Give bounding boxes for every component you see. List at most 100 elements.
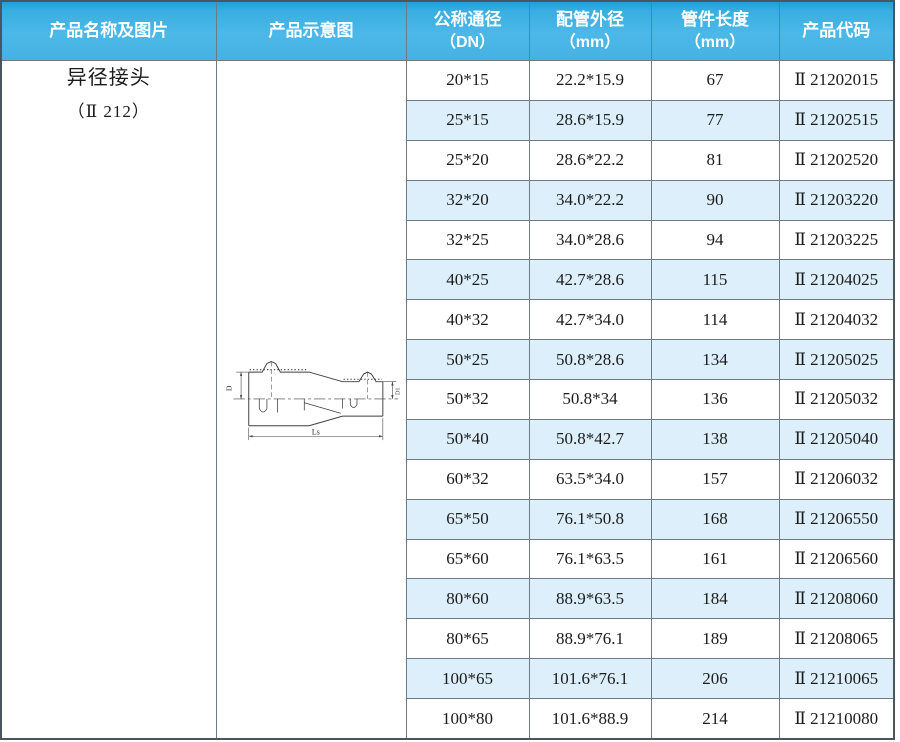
col-title: 产品名称及图片 (49, 20, 169, 40)
spec-row: 60*32 63.5*34.0 157 Ⅱ 21206032 (1, 458, 895, 500)
pipe-outer-diameter-cell: 28.6*15.9 (528, 99, 652, 141)
fitting-length-cell: 189 (650, 618, 780, 660)
spec-rows: 异径接头 （Ⅱ 212） (0, 60, 895, 740)
nominal-diameter-cell: 80*65 (405, 618, 530, 660)
spec-row: 80*60 88.9*63.5 184 Ⅱ 21208060 (1, 578, 895, 620)
outline-bottom (248, 415, 383, 427)
fitting-length-cell: 206 (650, 658, 780, 699)
nominal-diameter-cell: 40*32 (405, 299, 530, 341)
col-title: 产品代码 (802, 20, 871, 40)
fitting-length-cell: 115 (650, 259, 780, 301)
spec-row: 80*65 88.9*76.1 189 Ⅱ 21208065 (1, 618, 895, 660)
fitting-length-cell: 81 (650, 139, 780, 181)
product-code-cell: Ⅱ 21208060 (778, 578, 895, 620)
nominal-diameter-cell: 40*25 (405, 259, 530, 301)
pipe-outer-diameter-cell: 34.0*28.6 (528, 219, 652, 261)
dim-d1-label: D1 (395, 387, 402, 395)
pipe-outer-diameter-cell: 42.7*28.6 (528, 259, 652, 301)
fitting-length-cell: 136 (650, 379, 780, 420)
dim-ls-arrow-right (379, 435, 383, 438)
fitting-length-cell: 94 (650, 219, 780, 261)
pipe-outer-diameter-cell: 22.2*15.9 (528, 60, 652, 101)
nominal-diameter-cell: 65*60 (405, 538, 530, 580)
col-header-product-code: 产品代码 (778, 0, 895, 61)
col-title: 产品示意图 (268, 20, 354, 40)
spec-row: 100*65 101.6*76.1 206 Ⅱ 21210065 (1, 658, 895, 699)
spec-row: 65*60 76.1*63.5 161 Ⅱ 21206560 (1, 538, 895, 580)
dim-d-label: D (224, 385, 233, 391)
fitting-length-cell: 184 (650, 578, 780, 620)
fitting-length-cell: 168 (650, 498, 780, 540)
pipe-outer-diameter-cell: 88.9*76.1 (528, 618, 652, 660)
socket-left (258, 398, 268, 413)
fitting-length-cell: 90 (650, 179, 780, 221)
product-code-cell: Ⅱ 21210065 (778, 658, 895, 699)
spec-row: 异径接头 （Ⅱ 212） (0, 60, 895, 740)
pipe-outer-diameter-cell: 76.1*50.8 (528, 498, 652, 540)
dim-d1-arrow-top (391, 381, 394, 386)
col-title: 管件长度 (681, 9, 749, 29)
spec-row: 65*50 76.1*50.8 168 Ⅱ 21206550 (1, 498, 895, 540)
nominal-diameter-cell: 20*15 (405, 60, 530, 101)
fitting-length-cell: 161 (650, 538, 780, 580)
pipe-outer-diameter-cell: 63.5*34.0 (528, 458, 652, 500)
dim-d-arrow-bottom (239, 395, 243, 399)
product-code-cell: Ⅱ 21206550 (778, 498, 895, 540)
fitting-length-cell: 67 (650, 60, 780, 101)
spec-row: 25*15 28.6*15.9 77 Ⅱ 21202515 (1, 99, 895, 141)
col-title: 公称通径 (433, 9, 502, 29)
nominal-diameter-cell: 25*20 (405, 139, 530, 181)
spec-row: 50*32 50.8*34 136 Ⅱ 21205032 (1, 379, 895, 420)
pipe-outer-diameter-cell: 28.6*22.2 (528, 139, 652, 181)
product-code-cell: Ⅱ 21205032 (778, 379, 895, 420)
col-title: 配管外径 (556, 9, 624, 29)
fitting-length-cell: 114 (650, 299, 780, 341)
col-unit: （mm） (559, 33, 621, 51)
spec-row: 32*20 34.0*22.2 90 Ⅱ 21203220 (1, 179, 895, 221)
pipe-outer-diameter-cell: 50.8*42.7 (528, 418, 652, 460)
inner-taper (304, 402, 341, 414)
pipe-outer-diameter-cell: 76.1*63.5 (528, 538, 652, 580)
col-header-diagram: 产品示意图 (215, 0, 407, 61)
product-code-cell: Ⅱ 21204032 (778, 299, 895, 341)
dim-d1-arrow-bottom (391, 395, 394, 399)
product-code-cell: Ⅱ 21203225 (778, 219, 895, 261)
nominal-diameter-cell: 60*32 (405, 458, 530, 500)
nominal-diameter-cell: 80*60 (405, 578, 530, 620)
fitting-length-cell: 157 (650, 458, 780, 500)
product-code-cell: Ⅱ 21205025 (778, 339, 895, 380)
nominal-diameter-cell: 65*50 (405, 498, 530, 540)
pipe-outer-diameter-cell: 50.8*34 (528, 379, 652, 420)
spec-row: 100*80 101.6*88.9 214 Ⅱ 21210080 (1, 698, 895, 740)
product-code-cell: Ⅱ 21204025 (778, 259, 895, 301)
product-code-cell: Ⅱ 21203220 (778, 179, 895, 221)
spec-row: 50*40 50.8*42.7 138 Ⅱ 21205040 (1, 418, 895, 460)
dim-d-arrow-top (239, 372, 243, 376)
product-model: （Ⅱ 212） (67, 102, 150, 121)
nominal-diameter-cell: 100*65 (405, 658, 530, 699)
product-code-cell: Ⅱ 21202515 (778, 99, 895, 141)
nominal-diameter-cell: 25*15 (405, 99, 530, 141)
pipe-outer-diameter-cell: 88.9*63.5 (528, 578, 652, 620)
dim-ls-arrow-left (248, 435, 253, 438)
spec-row: 40*25 42.7*28.6 115 Ⅱ 21204025 (1, 259, 895, 301)
product-code-cell: Ⅱ 21208065 (778, 618, 895, 660)
spec-row: 50*25 50.8*28.6 134 Ⅱ 21205025 (1, 339, 895, 380)
pipe-outer-diameter-cell: 101.6*76.1 (528, 658, 652, 699)
table-header: 产品名称及图片 产品示意图 公称通径 （DN） 配管外径 （mm） 管件长度 (0, 0, 895, 61)
product-name: 异径接头 (66, 67, 151, 89)
nominal-diameter-cell: 32*25 (405, 219, 530, 261)
col-header-fitting-length: 管件长度 （mm） (650, 0, 780, 61)
product-name-cell: 异径接头 （Ⅱ 212） (0, 60, 217, 740)
spec-row: 25*20 28.6*22.2 81 Ⅱ 21202520 (1, 139, 895, 181)
product-diagram-cell: D D1 Ls (215, 60, 407, 740)
nominal-diameter-cell: 100*80 (405, 698, 530, 740)
pipe-outer-diameter-cell: 34.0*22.2 (528, 179, 652, 221)
fitting-length-cell: 77 (650, 99, 780, 141)
spec-row: 32*25 34.0*28.6 94 Ⅱ 21203225 (1, 219, 895, 261)
product-code-cell: Ⅱ 21202520 (778, 139, 895, 181)
col-header-nominal-diameter: 公称通径 （DN） (405, 0, 530, 61)
reducing-coupling-diagram: D D1 Ls (224, 361, 402, 441)
header-row: 产品名称及图片 产品示意图 公称通径 （DN） 配管外径 （mm） 管件长度 (0, 0, 895, 61)
